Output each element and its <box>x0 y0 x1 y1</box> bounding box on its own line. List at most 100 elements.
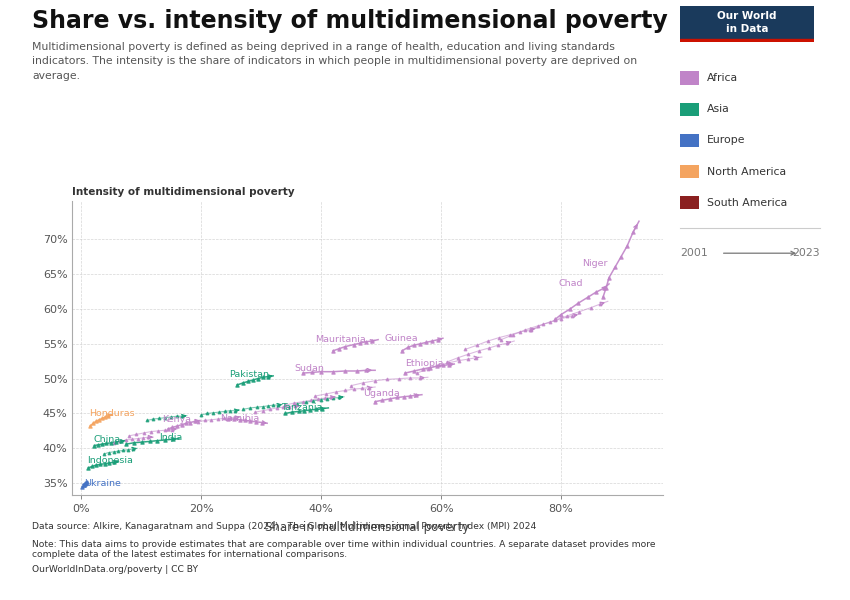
Point <box>620 241 634 251</box>
Point <box>383 394 397 404</box>
Point <box>368 397 382 406</box>
Point <box>144 437 157 446</box>
Point <box>462 355 475 364</box>
Point <box>319 389 332 399</box>
Point <box>166 422 179 432</box>
Point <box>452 356 466 365</box>
Point <box>565 311 579 321</box>
Point <box>413 373 427 383</box>
Point <box>99 412 112 422</box>
Point <box>440 357 454 367</box>
Point <box>304 395 318 405</box>
Point <box>297 397 310 406</box>
Point <box>430 361 444 371</box>
Point <box>126 444 139 454</box>
Point <box>338 342 352 352</box>
Point <box>95 439 109 449</box>
Point <box>158 425 172 435</box>
Point <box>94 460 107 469</box>
Point <box>513 327 527 337</box>
Point <box>142 433 156 442</box>
Point <box>120 435 133 445</box>
Text: Tanzania: Tanzania <box>281 403 322 412</box>
Point <box>560 311 574 321</box>
Point <box>89 460 103 470</box>
Point <box>494 335 507 344</box>
Point <box>164 412 178 422</box>
Point <box>212 407 226 417</box>
Point <box>338 366 352 376</box>
Point <box>264 404 277 414</box>
Point <box>571 299 585 308</box>
Point <box>276 403 290 412</box>
Point <box>278 409 292 418</box>
Point <box>413 339 427 349</box>
Point <box>470 340 484 350</box>
Point <box>191 417 205 427</box>
Point <box>224 413 237 422</box>
Point <box>105 438 118 448</box>
Text: Europe: Europe <box>707 136 745 145</box>
Point <box>101 411 115 421</box>
Point <box>451 353 465 362</box>
Point <box>87 418 100 428</box>
Point <box>170 421 184 431</box>
Text: South America: South America <box>707 198 787 208</box>
Point <box>111 446 125 456</box>
Point <box>360 337 373 347</box>
Text: OurWorldInData.org/poverty | CC BY: OurWorldInData.org/poverty | CC BY <box>32 565 198 574</box>
Point <box>411 368 424 378</box>
Point <box>329 387 343 397</box>
Point <box>93 415 106 425</box>
Text: 2023: 2023 <box>792 248 820 258</box>
Point <box>354 338 367 348</box>
Text: Guinea: Guinea <box>384 334 417 343</box>
Point <box>201 409 214 418</box>
Point <box>403 391 416 401</box>
Point <box>432 361 445 370</box>
Text: Ethiopia: Ethiopia <box>405 359 444 368</box>
Point <box>458 344 472 354</box>
Point <box>320 394 334 404</box>
Point <box>136 437 150 447</box>
Text: Namibia: Namibia <box>220 414 259 423</box>
Point <box>314 367 328 376</box>
Point <box>99 459 112 469</box>
Text: Data source: Alkire, Kanagaratnam and Suppa (2024) - The Global Multidimensional: Data source: Alkire, Kanagaratnam and Su… <box>32 522 536 531</box>
Point <box>469 353 483 362</box>
Point <box>91 440 105 449</box>
Point <box>144 427 157 436</box>
Point <box>324 392 337 402</box>
Point <box>332 392 346 402</box>
Point <box>524 325 538 335</box>
Point <box>230 380 244 390</box>
Point <box>548 314 562 324</box>
Text: North America: North America <box>707 167 786 176</box>
Point <box>593 299 607 309</box>
Point <box>170 412 184 421</box>
Point <box>83 421 97 431</box>
Point <box>615 252 628 262</box>
Point <box>303 405 317 415</box>
Point <box>503 330 517 340</box>
Point <box>362 383 376 392</box>
Point <box>179 418 193 428</box>
Point <box>431 335 445 344</box>
Point <box>116 446 130 455</box>
Point <box>158 413 172 422</box>
Point <box>229 413 242 422</box>
Point <box>356 378 370 388</box>
Point <box>492 333 506 343</box>
Point <box>152 413 166 423</box>
Point <box>262 401 275 410</box>
Point <box>150 436 164 445</box>
Point <box>423 363 437 373</box>
Point <box>251 374 264 383</box>
Point <box>348 340 361 349</box>
Point <box>221 414 235 424</box>
Point <box>266 400 280 410</box>
Text: Multidimensional poverty is defined as being deprived in a range of health, educ: Multidimensional poverty is defined as b… <box>32 42 637 81</box>
Point <box>256 418 269 427</box>
Point <box>309 404 323 414</box>
Point <box>97 449 110 458</box>
